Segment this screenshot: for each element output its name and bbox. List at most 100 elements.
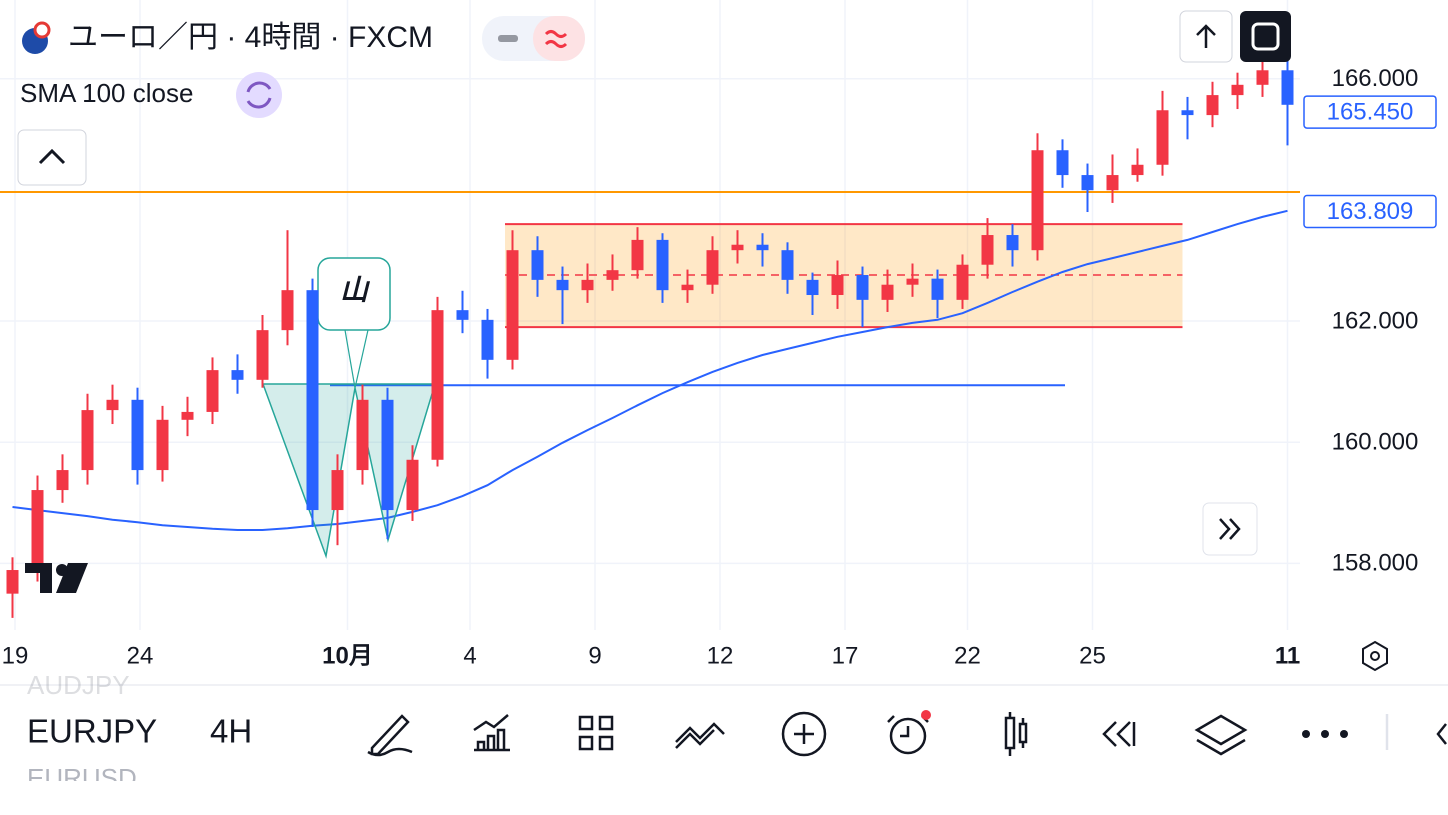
candle-body bbox=[356, 399, 369, 471]
x-tick-label: 25 bbox=[1079, 642, 1106, 669]
status-pill bbox=[533, 16, 585, 61]
candle-body bbox=[1181, 110, 1194, 116]
candle-body bbox=[281, 290, 294, 331]
collapse-button[interactable] bbox=[17, 129, 87, 186]
candle-body bbox=[806, 279, 819, 296]
sma-line bbox=[12, 209, 1288, 531]
candle-body bbox=[906, 278, 919, 285]
indicator-button[interactable] bbox=[236, 72, 282, 118]
candle-body bbox=[1106, 175, 1119, 191]
symbol-title: ユーロ／円 · 4時間 · FXCM bbox=[68, 21, 433, 54]
candle-body bbox=[631, 239, 644, 271]
price-tag-label: 165.450 bbox=[1327, 98, 1414, 125]
candle-body bbox=[881, 284, 894, 300]
add-button[interactable] bbox=[781, 711, 827, 757]
price-tag bbox=[1303, 95, 1437, 129]
brand-logo bbox=[56, 564, 68, 576]
more-button[interactable] bbox=[1302, 730, 1348, 738]
candle-body bbox=[81, 410, 94, 471]
candle-body bbox=[131, 399, 144, 471]
icon bbox=[1251, 22, 1280, 51]
layout-button[interactable] bbox=[578, 715, 614, 751]
icon bbox=[1321, 730, 1329, 738]
price-tag-label: 163.809 bbox=[1327, 198, 1414, 225]
x-tick-label: 10月 bbox=[322, 642, 373, 669]
candle-body bbox=[206, 370, 219, 412]
candle-body bbox=[181, 411, 194, 420]
icon bbox=[1219, 518, 1241, 540]
candle-body bbox=[1081, 175, 1094, 191]
callout-pointer bbox=[344, 329, 356, 389]
candle-body bbox=[981, 235, 994, 265]
x-tick-label: 24 bbox=[127, 642, 154, 669]
collapse-toolbar-button[interactable] bbox=[1436, 723, 1447, 745]
watchlist-item[interactable]: EURUSD bbox=[27, 763, 137, 793]
x-tick-label: 17 bbox=[832, 642, 859, 669]
x-tick-label: 4 bbox=[463, 642, 476, 669]
objects-button[interactable] bbox=[1194, 714, 1248, 756]
candle-body bbox=[456, 310, 469, 320]
drawings bbox=[0, 191, 1300, 531]
watchlist-item[interactable]: AUDJPY bbox=[27, 670, 130, 700]
toolbar-icons bbox=[367, 711, 1447, 757]
brand-logo bbox=[25, 563, 88, 593]
icon bbox=[38, 148, 66, 165]
candle-body bbox=[256, 330, 269, 380]
x-tick-label: 12 bbox=[707, 642, 734, 669]
candle-body bbox=[1031, 150, 1044, 251]
icon bbox=[246, 81, 272, 109]
settings-button[interactable] bbox=[1362, 640, 1388, 672]
candle-body bbox=[406, 459, 419, 511]
chart-type-button[interactable] bbox=[1004, 712, 1028, 756]
icon bbox=[794, 724, 814, 744]
x-tick-label: 9 bbox=[588, 642, 601, 669]
candle-body bbox=[931, 278, 944, 300]
candle-body bbox=[756, 244, 769, 251]
x-tick-label: 11 bbox=[1275, 642, 1300, 669]
candle-body bbox=[681, 284, 694, 291]
icon bbox=[1340, 730, 1348, 738]
candle-body bbox=[1131, 164, 1144, 176]
icon bbox=[544, 30, 568, 48]
alert-badge bbox=[921, 710, 931, 720]
price-tag bbox=[1303, 194, 1437, 229]
replay-button[interactable] bbox=[1102, 721, 1136, 747]
y-tick-label: 158.000 bbox=[1332, 550, 1419, 577]
y-tick-label: 160.000 bbox=[1332, 429, 1419, 456]
x-tick-label: 22 bbox=[954, 642, 981, 669]
candle-body bbox=[831, 275, 844, 296]
indicators-button[interactable] bbox=[473, 714, 510, 752]
icon bbox=[498, 35, 518, 42]
candle-body bbox=[606, 270, 619, 280]
callout-pointer bbox=[354, 329, 369, 389]
candle-body bbox=[1281, 70, 1294, 105]
callout-label: 山 bbox=[340, 274, 371, 305]
candle-body bbox=[956, 264, 969, 300]
candle-body bbox=[1256, 70, 1269, 85]
alert-button[interactable] bbox=[889, 717, 927, 755]
candle-body bbox=[106, 399, 119, 411]
candle-body bbox=[531, 250, 544, 280]
candle-body bbox=[1156, 110, 1169, 165]
candle-body bbox=[656, 239, 669, 291]
candle-body bbox=[381, 399, 394, 511]
compare-button[interactable] bbox=[675, 722, 725, 749]
draw-tool[interactable] bbox=[367, 714, 413, 757]
y-tick-label: 166.000 bbox=[1332, 65, 1419, 92]
candle-body bbox=[706, 250, 719, 285]
candle-body bbox=[556, 279, 569, 291]
candle-body bbox=[6, 570, 19, 594]
candles bbox=[6, 51, 1294, 618]
icon bbox=[1370, 651, 1380, 661]
candle-body bbox=[331, 470, 344, 511]
fullscreen-button[interactable] bbox=[1240, 11, 1291, 62]
symbol-button[interactable]: EURJPY bbox=[27, 713, 157, 750]
grid bbox=[0, 0, 1300, 630]
candle-body bbox=[731, 244, 744, 251]
x-tick-label: 19 bbox=[2, 642, 29, 669]
interval-button[interactable]: 4H bbox=[210, 713, 252, 750]
axes: 158.000 160.000 162.000 166.000 19 24 10月 4 9 12 1… bbox=[2, 65, 1437, 669]
candle-body bbox=[481, 319, 494, 360]
candle-body bbox=[781, 250, 794, 280]
candle-body bbox=[856, 275, 869, 300]
